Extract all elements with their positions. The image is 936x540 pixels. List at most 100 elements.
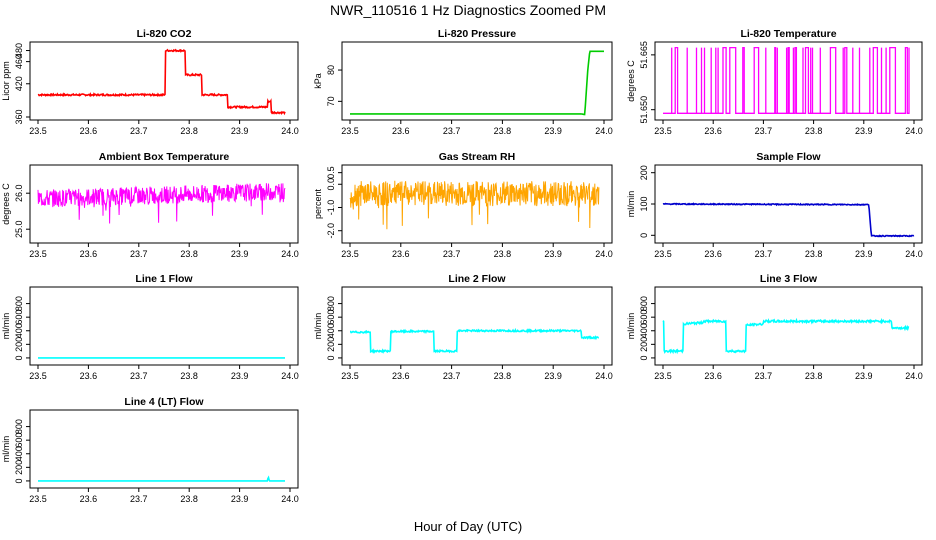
x-tick-label: 24.0 [281,494,299,504]
y-tick-label: 800 [639,296,649,311]
plot-frame [341,164,613,244]
y-tick-label: 200 [14,460,24,475]
y-tick-label: 70 [326,96,336,106]
x-tick-label: 23.9 [544,126,562,136]
y-tick-label: -1.0 [326,200,336,216]
x-tick-label: 23.6 [392,371,410,381]
x-tick-label: 23.8 [805,249,823,259]
x-tick-label: 23.8 [494,371,512,381]
series-line [662,317,910,355]
x-tick-label: 23.7 [443,371,461,381]
x-tick-label: 24.0 [281,249,299,259]
y-tick-label: 200 [326,337,336,352]
y-tick-label: 480 [14,43,24,58]
y-axis-label: Licor ppm [1,61,11,101]
x-tick-label: 23.7 [755,126,773,136]
plot-frame [29,409,299,489]
x-tick-label: 23.9 [231,249,249,259]
panel-l4: Line 4 (LT) Flow ml/min 23.5 23.6 23.7 23.8 23… [1,396,299,504]
series-line [37,48,286,116]
x-tick-label: 23.7 [130,249,148,259]
panel-ambient: Ambient Box Temperature degrees C 23.5 23.6… [1,151,299,259]
y-tick-label: 200 [639,337,649,352]
x-tick-label: 24.0 [281,126,299,136]
x-tick-label: 23.5 [29,249,47,259]
x-tick-label: 23.6 [80,494,98,504]
x-tick-label: 23.8 [180,371,198,381]
y-axis-label: degrees C [1,183,11,225]
y-tick-label: 26.0 [14,184,24,202]
figure-x-label: Hour of Day (UTC) [414,519,522,534]
x-tick-label: 23.5 [341,249,359,259]
series-band [349,180,600,230]
x-tick-label: 23.8 [805,371,823,381]
panel-title: Line 1 Flow [135,273,193,285]
x-tick-label: 23.5 [654,371,672,381]
x-tick-label: 23.5 [341,371,359,381]
x-tick-label: 23.7 [130,371,148,381]
series-band [37,183,286,224]
y-axis-label: ml/min [626,313,636,340]
x-tick-label: 24.0 [595,371,613,381]
y-axis-label: ml/min [626,191,636,218]
x-tick-label: 23.9 [231,371,249,381]
y-tick-label: 80 [326,65,336,75]
y-tick-label: 0.5 [326,166,336,179]
y-tick-label: 51.650 [639,96,649,124]
x-tick-label: 23.9 [544,249,562,259]
y-tick-label: 0 [14,478,24,483]
x-tick-label: 23.9 [855,371,873,381]
y-tick-label: 400 [639,323,649,338]
panel-title: Line 3 Flow [760,273,818,285]
x-tick-label: 23.6 [704,371,722,381]
x-tick-label: 23.6 [80,249,98,259]
y-tick-label: 420 [14,76,24,91]
x-tick-label: 23.6 [392,249,410,259]
x-tick-label: 23.7 [755,249,773,259]
panel-sflow: Sample Flow ml/min 23.5 23.6 23.7 23.8 23.9 24.… [626,151,923,259]
x-tick-label: 23.8 [494,249,512,259]
y-tick-label: 0 [326,355,336,360]
y-tick-label: 360 [14,109,24,124]
y-tick-label: 600 [14,433,24,448]
x-tick-label: 23.6 [704,126,722,136]
x-tick-label: 23.6 [80,371,98,381]
plot-frame [654,286,923,366]
y-axis-label: ml/min [313,313,323,340]
x-tick-label: 23.6 [80,126,98,136]
y-tick-label: 460 [14,54,24,69]
x-tick-label: 24.0 [281,371,299,381]
series-line [662,202,915,238]
series-line [349,327,600,354]
x-tick-label: 23.8 [180,126,198,136]
panel-l3: Line 3 Flow ml/min 23.5 23.6 23.7 23.8 23.9 24.… [626,273,923,381]
y-tick-label: 51.665 [639,41,649,69]
x-tick-label: 23.5 [341,126,359,136]
x-tick-label: 23.6 [704,249,722,259]
x-tick-label: 24.0 [905,371,923,381]
y-tick-label: 600 [326,310,336,325]
y-tick-label: 400 [326,323,336,338]
panel-l2: Line 2 Flow ml/min 23.5 23.6 23.7 23.8 23.9 24.… [313,273,613,381]
panel-title: Li-820 CO2 [137,28,192,40]
y-tick-label: 100 [639,196,649,211]
y-axis-label: ml/min [1,313,11,340]
figure-title: NWR_110516 1 Hz Diagnostics Zoomed PM [330,2,606,18]
panel-l1: Line 1 Flow ml/min 23.5 23.6 23.7 23.8 23.9 24.… [1,273,299,381]
plot-frame [29,164,299,244]
y-tick-label: 400 [14,323,24,338]
y-tick-label: 0.0 [326,178,336,191]
x-tick-label: 23.7 [443,249,461,259]
y-tick-label: 800 [14,296,24,311]
x-tick-label: 23.5 [654,126,672,136]
x-tick-label: 23.5 [29,126,47,136]
x-tick-label: 23.7 [443,126,461,136]
y-axis-label: kPa [313,73,323,89]
y-tick-label: 600 [639,310,649,325]
x-tick-label: 23.8 [180,494,198,504]
series-spikes [663,46,910,114]
panel-rh: Gas Stream RH percent 23.5 23.6 23.7 23.8 23.9… [313,151,613,259]
series-line [350,50,604,116]
x-tick-label: 23.5 [654,249,672,259]
